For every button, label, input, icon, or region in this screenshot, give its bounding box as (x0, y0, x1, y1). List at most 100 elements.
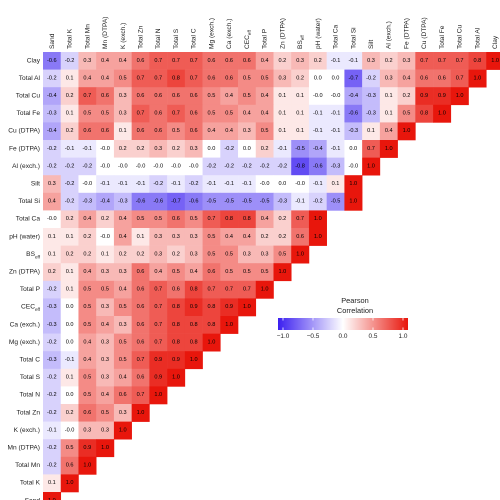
heatmap-cell (255, 87, 274, 106)
heatmap-cell (238, 192, 257, 211)
heatmap-cell (379, 140, 398, 158)
cell-value-label: 0.5 (208, 251, 216, 257)
heatmap-cell (273, 245, 292, 264)
cell-value-label: -0.1 (136, 181, 146, 187)
heatmap-cell (43, 52, 62, 70)
heatmap-cell (113, 298, 132, 317)
column-label: Clay (492, 35, 499, 49)
cell-value-label: 1.0 (314, 216, 322, 222)
heatmap-cell (131, 351, 150, 370)
cell-value-label: 0.8 (190, 322, 198, 328)
heatmap-cell (43, 245, 62, 264)
cell-value-label: 0.0 (208, 146, 216, 152)
heatmap-cell (78, 263, 97, 282)
heatmap-cell (220, 122, 239, 141)
heatmap-cell (362, 140, 381, 158)
cell-value-label: -0.2 (47, 375, 57, 381)
cell-value-label: 0.2 (296, 75, 304, 81)
heatmap-cell (131, 368, 150, 387)
heatmap-cell (78, 368, 97, 387)
cell-value-label: -0.3 (348, 128, 358, 134)
cell-value-label: 0.5 (172, 128, 180, 134)
cell-value-label: 0.1 (332, 181, 340, 187)
heatmap-cell (468, 69, 487, 88)
cell-value-label: 0.5 (137, 216, 145, 222)
heatmap-cell (96, 280, 115, 299)
cell-value-label: 0.5 (225, 111, 233, 117)
cell-value-label: 0.4 (385, 128, 393, 134)
heatmap-cell (184, 52, 203, 70)
heatmap-cell (43, 175, 62, 194)
heatmap-cell (167, 69, 186, 88)
cell-value-label: 0.5 (261, 128, 269, 134)
cell-value-label: 0.3 (403, 58, 411, 64)
heatmap-cell (60, 298, 79, 317)
heatmap-cell (167, 280, 186, 299)
cell-value-label: 0.6 (172, 93, 180, 99)
cell-value-label: 0.3 (385, 75, 393, 81)
heatmap-cell (184, 157, 203, 176)
cell-value-label: -0.2 (47, 339, 57, 345)
cell-value-label: 0.7 (190, 75, 198, 81)
heatmap-cell (78, 404, 97, 422)
heatmap-cell (238, 122, 257, 141)
heatmap-cell (43, 104, 62, 123)
heatmap-cell (202, 280, 221, 299)
cell-value-label: 1.0 (154, 392, 162, 398)
cell-value-label: 0.6 (420, 75, 428, 81)
heatmap-cell (43, 228, 62, 246)
heatmap-cell (60, 210, 79, 229)
heatmap-cell (131, 69, 150, 88)
heatmap-cell (202, 333, 221, 352)
cell-value-label: 1.0 (225, 322, 233, 328)
heatmap-cell (60, 280, 79, 299)
cell-value-label: 0.6 (154, 93, 162, 99)
cell-value-label: 0.4 (208, 128, 216, 134)
cell-value-label: 0.3 (48, 181, 56, 187)
cell-value-label: 0.4 (154, 269, 162, 275)
heatmap-cell (255, 140, 274, 158)
cell-value-label: 0.1 (385, 111, 393, 117)
heatmap-cell (149, 69, 168, 88)
cell-value-label: 0.4 (83, 269, 91, 275)
cell-value-label: 0.2 (261, 234, 269, 240)
heatmap-cell (184, 316, 203, 334)
column-label: Silt (368, 40, 375, 49)
cell-value-label: 1.0 (66, 480, 74, 486)
cell-value-label: 0.6 (438, 75, 446, 81)
cell-value-label: -0.0 (100, 163, 110, 169)
row-label: Total Ca (16, 216, 41, 223)
row-label: Mg (exch.) (9, 339, 40, 346)
heatmap-cell (96, 87, 115, 106)
cell-value-label: 0.7 (225, 287, 233, 293)
heatmap-cell (291, 245, 310, 264)
cell-value-label: -0.7 (171, 199, 181, 205)
cell-value-label: -0.2 (224, 146, 234, 152)
cell-value-label: 0.3 (119, 269, 127, 275)
legend-tick-label: 0.0 (339, 333, 348, 340)
cell-value-label: 0.4 (101, 322, 109, 328)
cell-value-label: -0.0 (189, 163, 199, 169)
column-label: K (exch.) (120, 23, 127, 49)
cell-value-label: -0.5 (331, 199, 341, 205)
cell-value-label: 0.5 (83, 375, 91, 381)
cell-value-label: 0.6 (101, 128, 109, 134)
heatmap-cell (220, 298, 239, 317)
cell-value-label: -0.5 (224, 199, 234, 205)
heatmap-cell (113, 368, 132, 387)
cell-value-label: -0.1 (65, 146, 75, 152)
heatmap-cell (184, 175, 203, 194)
cell-value-label: 0.6 (208, 269, 216, 275)
cell-value-label: 1.0 (278, 269, 286, 275)
cell-value-label: 0.5 (83, 392, 91, 398)
heatmap-cell (149, 87, 168, 106)
heatmap-cell (60, 386, 79, 405)
heatmap-cell (113, 122, 132, 141)
heatmap-cell (326, 192, 345, 211)
cell-value-label: 0.2 (66, 93, 74, 99)
cell-value-label: -0.1 (278, 146, 288, 152)
heatmap-cell (149, 228, 168, 246)
heatmap-cell (433, 69, 452, 88)
heatmap-cell (308, 52, 327, 70)
